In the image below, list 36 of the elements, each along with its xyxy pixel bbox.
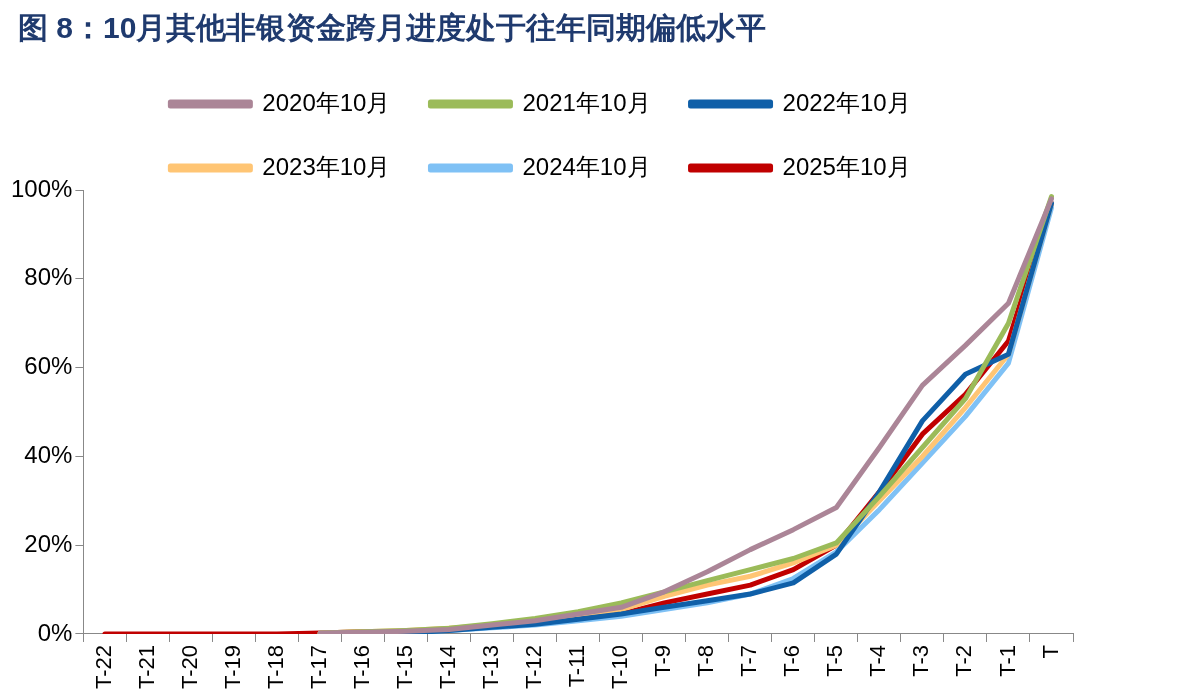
x-tick-label: T-15 [392, 644, 418, 690]
x-tick-label: T-18 [263, 644, 289, 690]
x-tick-label: T-7 [736, 644, 762, 677]
y-tick-label: 20% [24, 529, 73, 557]
y-tick-label: 40% [24, 441, 73, 469]
y-tick-label: 100% [10, 174, 73, 202]
x-tick-label: T-9 [650, 644, 676, 677]
x-tick-label: T-20 [177, 644, 203, 690]
x-tick-label: T-16 [349, 644, 375, 690]
x-tick-label: T-1 [994, 644, 1020, 677]
x-tick-label: T-2 [951, 644, 977, 677]
x-tick-label: T-3 [908, 644, 934, 677]
x-tick-label: T-5 [822, 644, 848, 677]
legend-label: 2024年10月 [522, 152, 651, 180]
x-tick-label: T-12 [521, 644, 547, 690]
x-tick-label: T-4 [865, 644, 891, 677]
legend-label: 2021年10月 [522, 88, 651, 116]
x-tick-label: T-10 [607, 644, 633, 690]
legend-label: 2022年10月 [782, 88, 911, 116]
x-tick-label: T-11 [564, 644, 590, 688]
x-tick-label: T-8 [693, 644, 719, 677]
x-tick-label: T-19 [220, 644, 246, 690]
y-tick-label: 60% [24, 352, 73, 380]
chart-title: 图 8：10月其他非银资金跨月进度处于往年同期偏低水平 [17, 10, 768, 46]
x-tick-label: T-17 [306, 644, 332, 690]
x-tick-label: T-22 [90, 644, 116, 690]
x-tick-label: T [1037, 644, 1063, 659]
legend-label: 2020年10月 [262, 88, 391, 116]
y-tick-label: 0% [37, 618, 73, 646]
x-tick-label: T-13 [478, 644, 504, 690]
y-tick-label: 80% [24, 263, 73, 291]
x-tick-label: T-14 [435, 644, 461, 690]
legend-label: 2023年10月 [262, 152, 391, 180]
x-tick-label: T-6 [779, 644, 805, 677]
x-tick-label: T-21 [133, 644, 159, 690]
legend-label: 2025年10月 [782, 152, 911, 180]
